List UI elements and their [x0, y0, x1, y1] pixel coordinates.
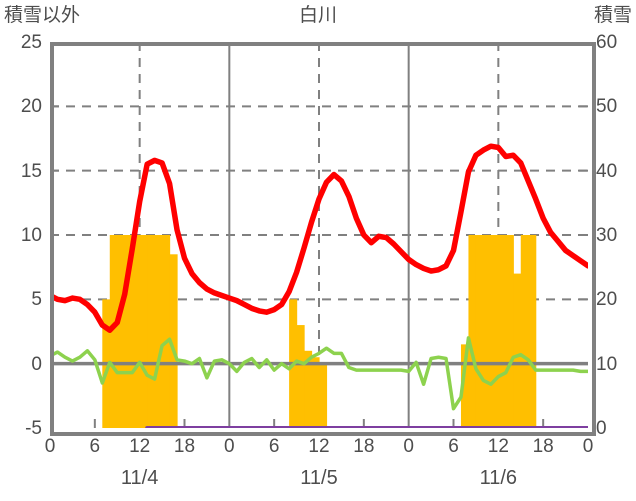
bar: [520, 235, 529, 428]
bar: [154, 235, 163, 428]
y-axis-left-tick: 10: [20, 225, 42, 246]
bar: [169, 254, 178, 428]
bar: [124, 235, 133, 428]
y-axis-left-tick: 25: [20, 32, 42, 53]
x-axis-day-label: 11/4: [120, 467, 159, 489]
x-axis-tick: 6: [89, 436, 101, 457]
bar: [319, 363, 328, 428]
y-axis-right-tick: 40: [596, 160, 618, 182]
x-axis-tick: 12: [487, 436, 509, 457]
bar: [498, 235, 507, 428]
bar: [513, 273, 522, 428]
y-axis-right-tick: 60: [596, 32, 618, 53]
x-axis-tick: 0: [224, 436, 235, 457]
x-axis-tick: 0: [403, 436, 414, 457]
x-axis-tick: 6: [448, 436, 459, 457]
y-axis-right-tick: 10: [596, 353, 618, 375]
bar: [147, 235, 156, 428]
x-axis-tick: 6: [268, 436, 280, 457]
bar: [296, 325, 305, 428]
y-axis-left-tick: 0: [31, 353, 42, 375]
bar: [304, 350, 313, 428]
bar: [311, 357, 320, 428]
bar: [505, 235, 514, 428]
series-lines: [50, 143, 588, 428]
x-axis-tick: 18: [173, 436, 196, 457]
x-axis-day-label: 11/6: [479, 467, 518, 489]
bar: [109, 235, 118, 428]
bar: [460, 344, 470, 428]
x-axis-day-label: 11/5: [300, 467, 338, 489]
bar: [139, 235, 148, 428]
series-line: [50, 336, 588, 411]
y-axis-left-tick: 5: [31, 289, 42, 311]
y-axis-right-tick: 50: [596, 96, 618, 118]
y-axis-right-tick: 20: [596, 289, 618, 311]
x-axis-tick: 0: [44, 436, 56, 457]
x-axis-tick: 18: [353, 436, 375, 457]
y-axis-left-tick: 15: [20, 160, 42, 182]
bar: [132, 235, 141, 428]
bar: [528, 235, 537, 428]
series-line: [50, 143, 588, 333]
x-axis-tick: 18: [532, 436, 554, 457]
x-axis-tick: 12: [129, 436, 151, 457]
y-axis-left-tick: 20: [20, 96, 42, 118]
bar: [490, 235, 499, 428]
y-axis-right-tick: 0: [596, 418, 607, 439]
bar: [117, 235, 126, 428]
x-axis-tick: 0: [582, 436, 594, 457]
bar: [475, 235, 484, 428]
y-axis-left-tick: -5: [25, 418, 42, 439]
left-axis-title: 積雪以外: [4, 5, 81, 26]
bar: [162, 235, 171, 428]
bar: [468, 235, 477, 428]
right-axis-title: 積雪: [593, 5, 632, 26]
y-axis-right-tick: 30: [596, 225, 618, 246]
bar: [483, 235, 492, 428]
page-title: 白川: [298, 5, 337, 26]
x-axis-tick: 12: [308, 436, 330, 457]
